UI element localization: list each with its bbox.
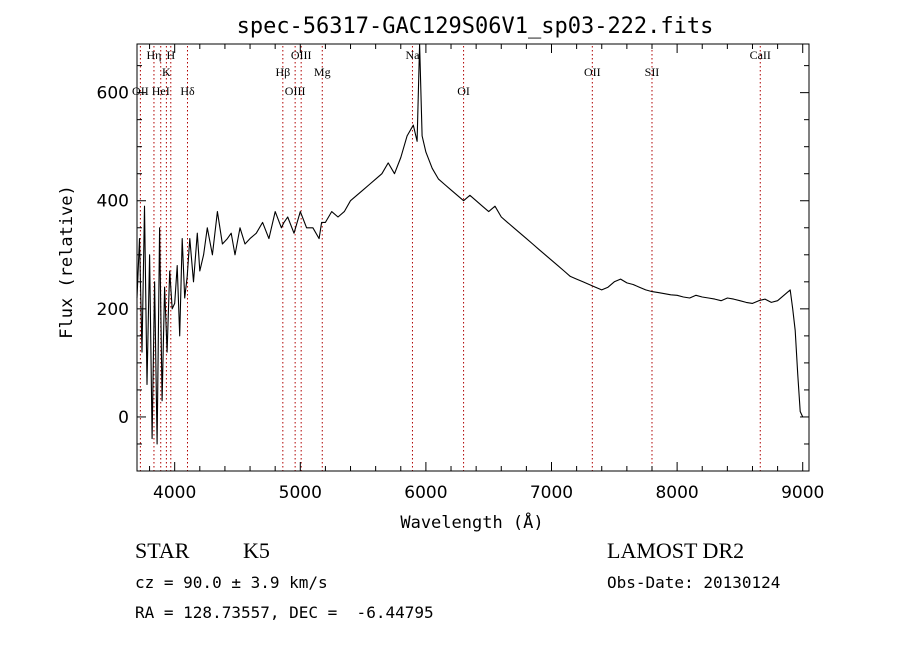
marker-label: K [162,65,171,79]
survey-name: LAMOST DR2 [607,538,745,563]
chart-title: spec-56317-GAC129S06V1_sp03-222.fits [237,14,714,39]
marker-label: OIII [285,84,306,98]
object-class: STAR [135,538,190,563]
marker-label: Hη [146,48,161,62]
x-tick-label: 6000 [404,483,447,503]
y-tick-label: 600 [97,84,129,104]
sky-coordinates: RA = 128.73557, DEC = -6.44795 [135,603,434,622]
marker-label: H [166,48,175,62]
redshift-velocity: cz = 90.0 ± 3.9 km/s [135,573,328,592]
x-tick-label: 8000 [655,483,698,503]
marker-label: Hδ [180,84,195,98]
x-tick-label: 4000 [153,483,196,503]
observation-date: Obs-Date: 20130124 [607,573,781,592]
x-tick-label: 7000 [530,483,573,503]
y-tick-label: 400 [97,192,129,212]
spectrum-line [136,43,804,445]
object-subclass: K5 [243,538,270,563]
marker-label: SII [645,65,660,79]
marker-label: OII [132,84,149,98]
x-tick-label: 5000 [279,483,322,503]
marker-label: HeI [152,84,170,98]
y-axis-label: Flux (relative) [57,185,77,339]
y-tick-label: 0 [118,408,129,428]
marker-label: Na [405,48,420,62]
y-tick-label: 200 [97,300,129,320]
marker-label: Hβ [275,65,290,79]
y-axis: 0 200 400 600 [97,65,809,472]
marker-label: OI [457,84,470,98]
marker-label: OII [584,65,601,79]
x-axis-label: Wavelength (Å) [400,511,543,533]
x-tick-label: 9000 [781,483,824,503]
spectrum-series [136,43,804,445]
marker-label: CaII [750,48,771,62]
marker-label: OIII [291,48,312,62]
marker-label: Mg [314,65,331,79]
plot-frame [136,43,810,472]
x-axis: 4000 5000 6000 7000 8000 9000 [149,44,824,503]
